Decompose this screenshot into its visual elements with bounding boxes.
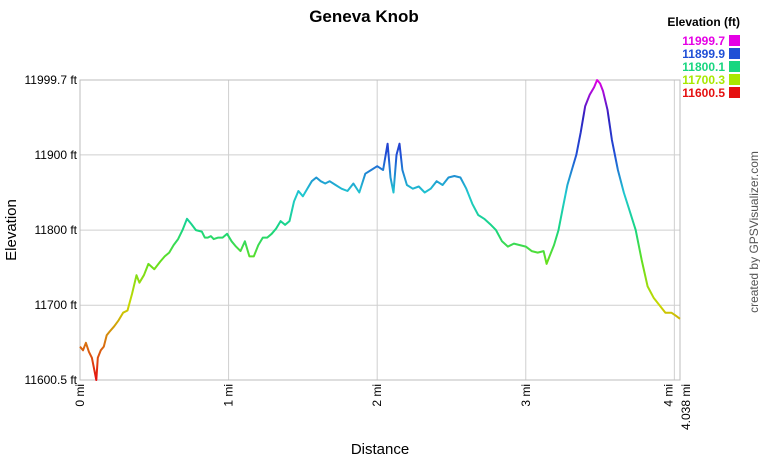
legend-label-4: 11600.5 <box>682 86 725 100</box>
chart-title: Geneva Knob <box>309 7 419 26</box>
series-layer <box>79 79 681 381</box>
x-tick-label-4: 4 mi <box>661 384 675 407</box>
y-tick-labels: 11600.5 ft 11700 ft 11800 ft 11900 ft 11999.… <box>25 73 78 387</box>
y-tick-label-4: 11999.7 ft <box>25 73 78 87</box>
plot-frame <box>79 79 681 381</box>
grid-layer <box>79 79 681 381</box>
legend-title: Elevation (ft) <box>667 15 740 29</box>
y-tick-label-1: 11700 ft <box>35 298 78 312</box>
x-tick-label-2: 2 mi <box>370 384 384 407</box>
y-tick-label-2: 11800 ft <box>35 223 78 237</box>
legend-label-1: 11899.9 <box>682 47 725 61</box>
legend-swatch-3 <box>729 74 740 85</box>
x-tick-labels: 0 mi 1 mi 2 mi 3 mi 4 mi 4.038 mi <box>73 384 693 430</box>
x-tick-label-1: 1 mi <box>222 384 236 407</box>
legend-label-3: 11700.3 <box>682 73 725 87</box>
y-tick-label-0: 11600.5 ft <box>25 373 78 387</box>
legend-swatch-4 <box>729 87 740 98</box>
x-tick-label-0: 0 mi <box>73 384 87 407</box>
x-tick-label-5: 4.038 mi <box>679 384 693 430</box>
x-axis-title: Distance <box>351 441 409 458</box>
elevation-line-0 <box>79 79 681 381</box>
x-tick-label-3: 3 mi <box>519 384 533 407</box>
legend-swatch-2 <box>729 61 740 72</box>
legend-label-2: 11800.1 <box>682 60 725 74</box>
y-axis-title: Elevation <box>3 199 20 261</box>
legend-label-0: 11999.7 <box>682 34 725 48</box>
y-tick-label-3: 11900 ft <box>35 148 78 162</box>
legend-swatch-0 <box>729 35 740 46</box>
credit-text: created by GPSVisualizer.com <box>747 151 760 313</box>
legend-swatch-1 <box>729 48 740 59</box>
